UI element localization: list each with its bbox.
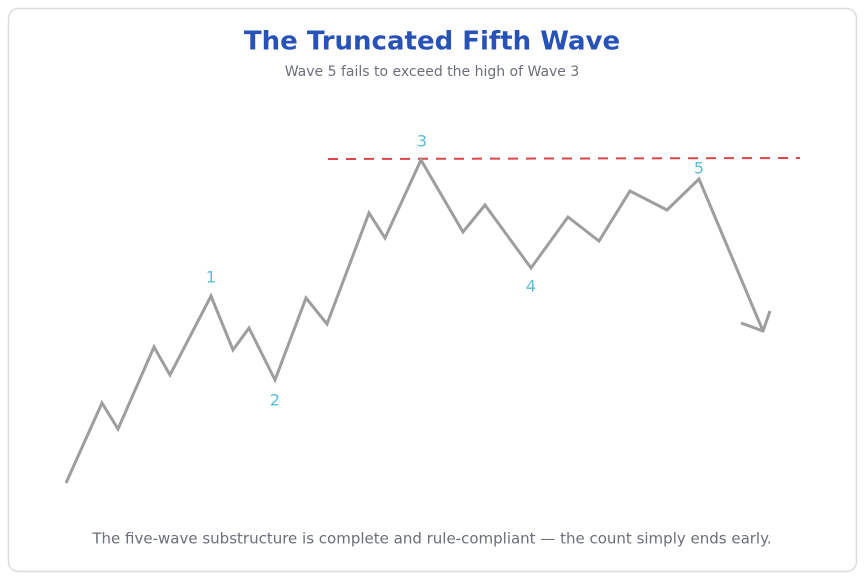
arrowhead bbox=[740, 310, 772, 333]
subtitle: Wave 5 fails to exceed the high of Wave … bbox=[285, 64, 580, 80]
price-path bbox=[64, 156, 765, 484]
wave-label: 4 bbox=[526, 277, 536, 296]
wave-label: 3 bbox=[417, 132, 427, 151]
footer-note: The five-wave substructure is complete a… bbox=[91, 530, 771, 548]
card bbox=[7, 7, 858, 573]
wave-label: 5 bbox=[694, 159, 704, 178]
wave-label: 1 bbox=[206, 268, 216, 287]
title: The Truncated Fifth Wave bbox=[244, 27, 620, 57]
wave-3-high-line bbox=[327, 157, 801, 160]
wave-label: 2 bbox=[270, 391, 280, 410]
